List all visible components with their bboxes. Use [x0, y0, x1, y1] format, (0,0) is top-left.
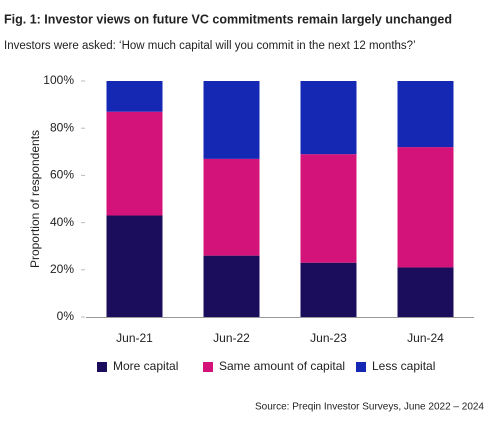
bar-segment — [203, 255, 260, 317]
legend-label: More capital — [113, 359, 178, 373]
x-tick-label: Jun-22 — [213, 331, 250, 345]
x-tick-label: Jun-23 — [310, 331, 347, 345]
legend-swatch — [203, 362, 213, 372]
y-tick-label: 0% — [57, 309, 75, 323]
bar-segment — [300, 81, 357, 155]
bar-segment — [397, 267, 454, 317]
chart-subtitle: Investors were asked: ‘How much capital … — [4, 40, 416, 52]
bar-segment — [106, 81, 163, 112]
y-axis-label: Proportion of respondents — [28, 130, 42, 268]
bar-segment — [397, 81, 454, 148]
y-tick-label: 80% — [50, 120, 74, 134]
bar-segment — [203, 81, 260, 159]
bar-segment — [106, 215, 163, 317]
legend-label: Less capital — [372, 359, 435, 373]
bar-segment — [300, 154, 357, 263]
bar-segment — [397, 147, 454, 268]
bar-segment — [203, 158, 260, 256]
y-tick-label: 40% — [50, 215, 74, 229]
y-tick-label: 100% — [43, 73, 74, 87]
x-tick-label: Jun-24 — [407, 331, 444, 345]
legend-label: Same amount of capital — [219, 359, 345, 373]
legend-swatch — [356, 362, 366, 372]
bar-segment — [106, 111, 163, 216]
y-tick-label: 60% — [50, 168, 74, 182]
chart-title: Fig. 1: Investor views on future VC comm… — [4, 12, 452, 26]
x-tick-label: Jun-21 — [116, 331, 153, 345]
bar-segment — [300, 262, 357, 317]
legend-swatch — [97, 362, 107, 372]
source: Source: Preqin Investor Surveys, June 20… — [255, 402, 484, 413]
y-tick-label: 20% — [50, 262, 74, 276]
